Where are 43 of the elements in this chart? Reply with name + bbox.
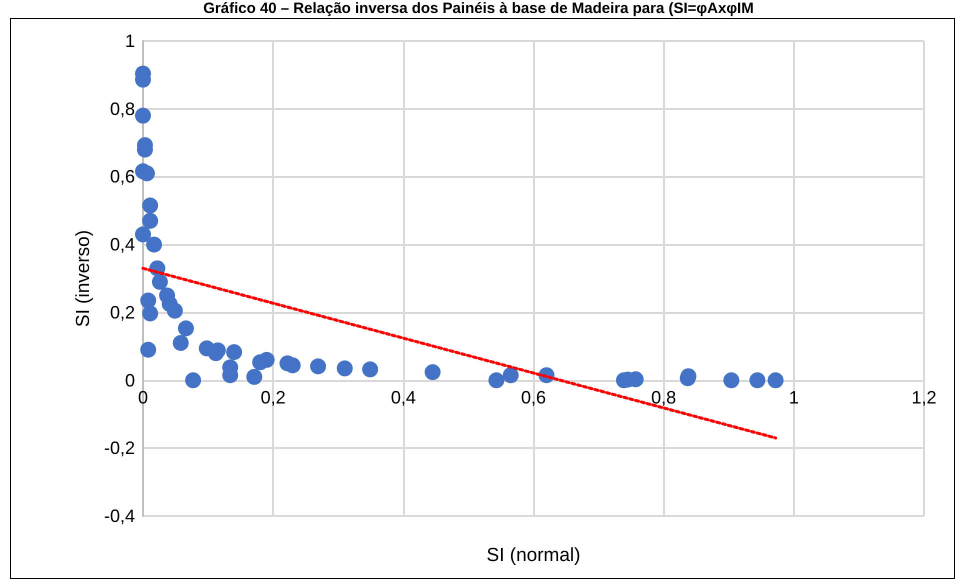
point (362, 361, 378, 378)
point (768, 372, 784, 388)
y-tick-label: -0,4 (104, 506, 135, 526)
point (226, 344, 242, 360)
x-tick-label: 0,8 (651, 387, 676, 408)
y-tick-label: 1 (124, 31, 135, 51)
x-tick-label: 1,2 (911, 387, 937, 408)
y-tick-label: 0,6 (110, 166, 135, 187)
point (502, 367, 519, 384)
chart-title: Gráfico 40 – Relação inversa dos Painéis à base de Madeira para (SI=φAxφIM (202, 0, 755, 18)
point (142, 305, 158, 322)
point (140, 342, 156, 358)
point (246, 368, 262, 385)
point (488, 372, 504, 388)
x-tick-label: 0,2 (260, 387, 286, 408)
point (178, 320, 194, 336)
y-tick-label: -0,2 (104, 438, 135, 458)
point (336, 360, 353, 376)
point (185, 372, 202, 388)
point (140, 292, 156, 309)
point (172, 334, 189, 351)
x-axis-title: SI (normal) (486, 545, 580, 566)
point (258, 352, 275, 368)
y-tick-label: 0 (124, 370, 135, 390)
point (135, 108, 151, 124)
y-axis-title: SI (inverso) (73, 230, 94, 328)
point (424, 364, 441, 380)
point (146, 236, 162, 253)
x-tick-label: 0 (138, 387, 148, 408)
point (166, 302, 183, 319)
point (749, 372, 766, 388)
point (135, 226, 151, 242)
x-tick-label: 0,4 (390, 387, 416, 408)
point (310, 358, 326, 374)
x-tick-label: 1 (788, 387, 799, 408)
y-tick-label: 0,4 (110, 234, 135, 255)
point (152, 274, 168, 290)
y-tick-label: 0,2 (110, 302, 135, 322)
point (142, 198, 158, 214)
x-tick-label: 0,6 (520, 387, 546, 408)
y-tick-label: 0,8 (110, 98, 135, 119)
point (142, 212, 158, 229)
point (723, 372, 740, 388)
